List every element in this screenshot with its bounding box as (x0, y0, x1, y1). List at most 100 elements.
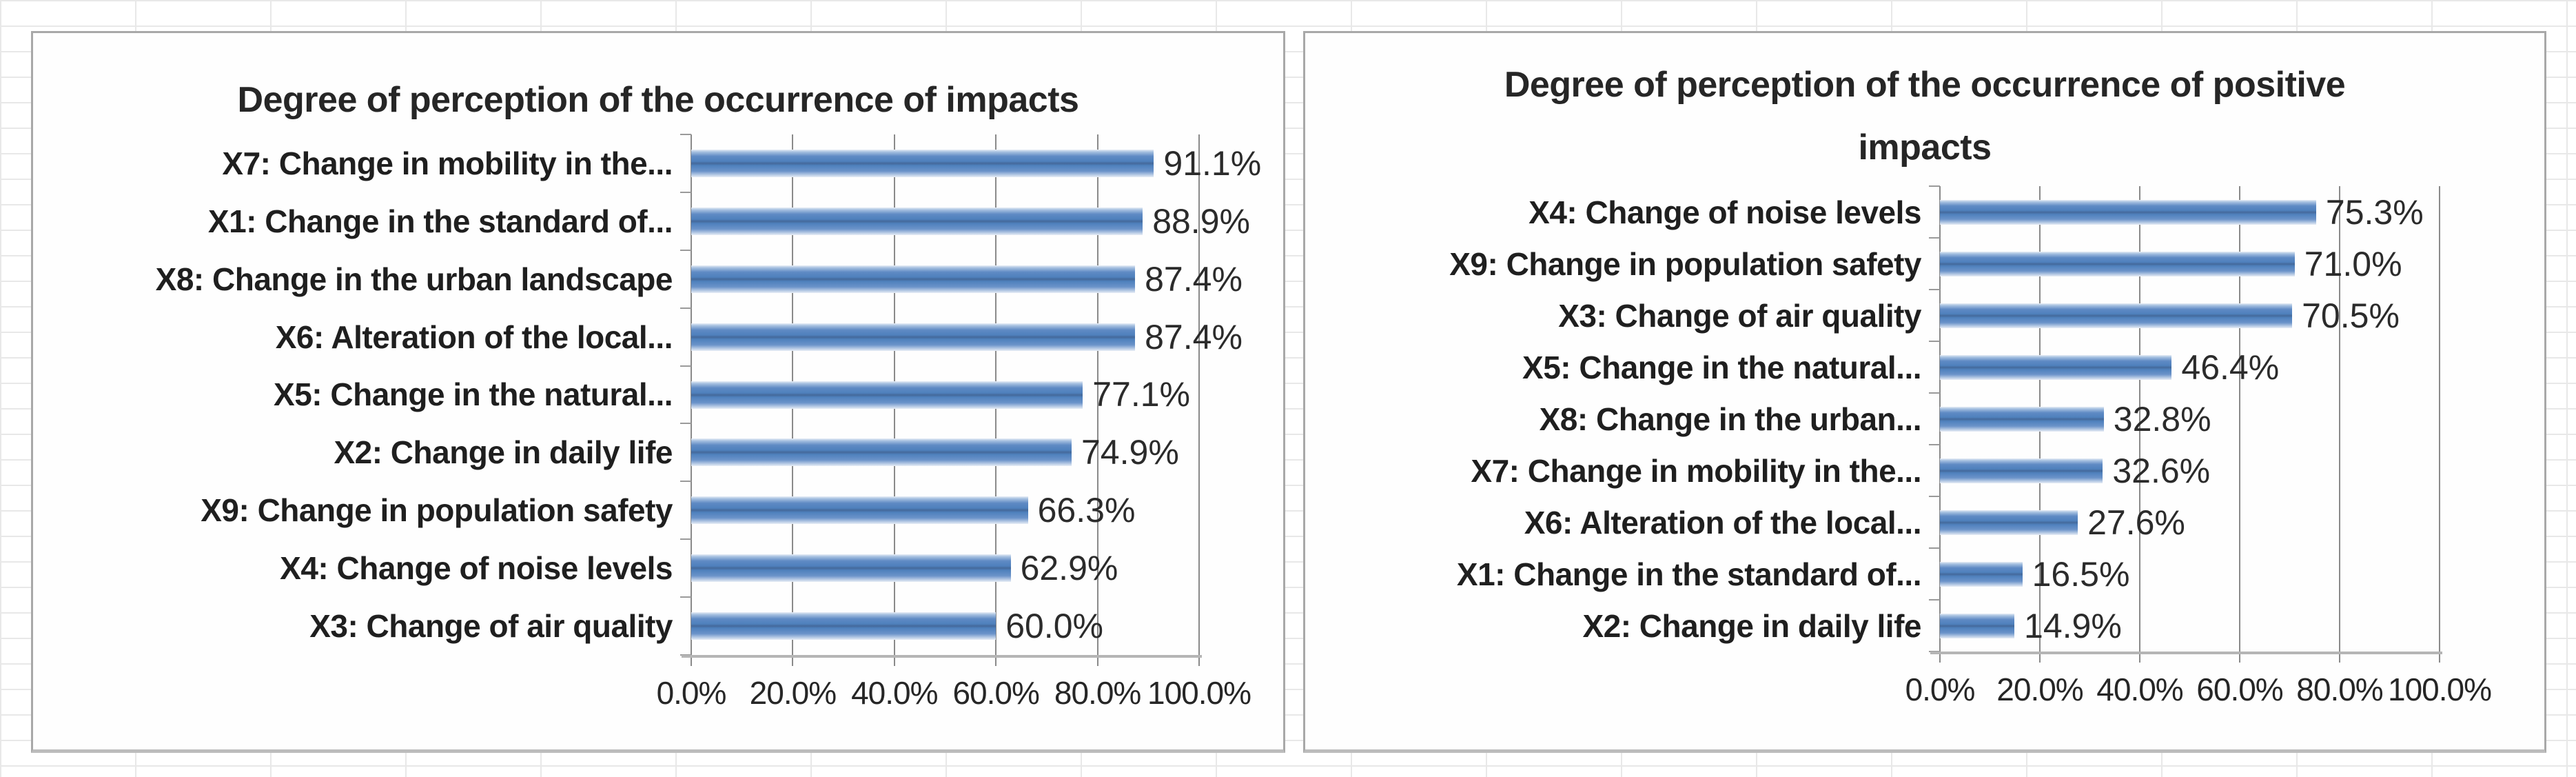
plot-area: 75.3% 71.0% 70.5% 46.4% 32.8% 32.6% 27.6% 16.5%… (1929, 185, 2440, 663)
chart-panel-positive-impacts[interactable]: Degree of perception of the occurrence o… (1303, 31, 2546, 753)
value-label: 87.4% (1145, 317, 1243, 356)
category-label: X7: Change in mobility in the... (222, 145, 673, 181)
category-label: X5: Change in the natural... (1522, 349, 1921, 385)
x-tick-label: 20.0% (749, 675, 837, 711)
bar (691, 323, 1136, 351)
plot-area: 91.1% 88.9% 87.4% 87.4% 77.1% 74.9% 66.3% 62.9%… (680, 134, 1261, 666)
category-label: X9: Change in population safety (201, 492, 673, 529)
value-label: 75.3% (2325, 192, 2424, 232)
value-label: 14.9% (2024, 606, 2122, 645)
bar (1940, 303, 2293, 328)
x-axis-labels: 0.0% 20.0% 40.0% 60.0% 80.0% 100.0% (1905, 671, 2492, 712)
category-label: X4: Change of noise levels (280, 550, 673, 587)
bar (1940, 613, 2015, 638)
category-tick (1929, 289, 1940, 290)
category-label: X6: Alteration of the local... (1524, 504, 1922, 541)
gridline (2139, 186, 2140, 663)
bar (1940, 251, 2295, 276)
category-tick (680, 423, 691, 425)
value-label: 91.1% (1163, 143, 1262, 183)
gridline (2439, 186, 2440, 663)
category-tick (680, 365, 691, 367)
bar (691, 381, 1083, 409)
bar (691, 149, 1154, 177)
x-tick-label: 60.0% (952, 675, 1039, 711)
bar (691, 554, 1011, 583)
category-tick (1929, 547, 1940, 549)
x-tick-label: 60.0% (2196, 672, 2283, 707)
category-tick (680, 134, 691, 135)
category-label: X5: Change in the natural... (274, 376, 673, 413)
category-label: X6: Alteration of the local... (275, 319, 673, 355)
category-tick (680, 191, 691, 193)
chart-panel-impacts[interactable]: Degree of perception of the occurrence o… (31, 31, 1285, 753)
x-tick-label: 20.0% (1996, 672, 2083, 707)
bar (1940, 509, 2078, 535)
category-label: X9: Change in population safety (1449, 245, 1921, 282)
value-label: 70.5% (2302, 296, 2400, 335)
x-tick-label: 40.0% (2096, 672, 2183, 707)
value-label: 46.4% (2181, 347, 2280, 387)
bar (1940, 458, 2103, 483)
gridline (1198, 134, 1200, 666)
category-label: X7: Change in mobility in the... (1471, 452, 1921, 489)
value-label: 71.0% (2304, 244, 2402, 283)
bar (691, 496, 1028, 525)
value-label: 74.9% (1081, 433, 1179, 472)
x-tick-label: 80.0% (2296, 672, 2383, 707)
x-tick-label: 0.0% (656, 675, 727, 711)
x-axis-labels: 0.0% 20.0% 40.0% 60.0% 80.0% 100.0% (657, 674, 1251, 716)
gridline (1096, 134, 1098, 666)
category-tick (1929, 392, 1940, 394)
category-label: X2: Change in daily life (1582, 607, 1921, 644)
category-tick (680, 249, 691, 251)
category-label: X4: Change of noise levels (1529, 194, 1921, 230)
bar (1940, 406, 2104, 432)
x-tick-label: 100.0% (2387, 672, 2492, 707)
chart-title: Degree of perception of the occurrence o… (237, 80, 1079, 120)
category-label: X8: Change in the urban... (1539, 401, 1922, 437)
category-tick (680, 307, 691, 309)
gridline (2239, 186, 2240, 663)
category-tick (680, 538, 691, 541)
category-label: X3: Change of air quality (309, 608, 673, 645)
value-label: 27.6% (2087, 503, 2185, 542)
value-label: 77.1% (1092, 375, 1190, 414)
category-tick (1929, 444, 1940, 445)
bar (1940, 354, 2172, 380)
category-tick (680, 596, 691, 598)
category-tick (1929, 237, 1940, 239)
category-tick (1929, 496, 1940, 497)
bar (691, 265, 1136, 293)
category-label: X3: Change of air quality (1558, 297, 1921, 334)
bar (691, 612, 996, 640)
category-tick (680, 481, 691, 483)
value-label: 88.9% (1152, 201, 1250, 241)
category-label: X1: Change in the standard of... (207, 203, 673, 239)
value-label: 32.8% (2113, 399, 2211, 438)
value-label: 32.6% (2112, 451, 2211, 490)
bar (691, 438, 1072, 467)
value-label: 62.9% (1020, 549, 1118, 588)
value-label: 87.4% (1145, 259, 1243, 299)
category-axis: X4: Change of noise levels X9: Change in … (1305, 186, 1921, 652)
x-tick-label: 100.0% (1147, 675, 1251, 711)
chart-title: Degree of perception of the occurrence o… (1504, 65, 2346, 168)
x-tick-label: 40.0% (851, 675, 938, 711)
category-tick (1929, 185, 1940, 187)
bar (1940, 561, 2023, 587)
category-tick (1929, 341, 1940, 342)
x-axis-line (1930, 652, 2442, 654)
category-tick (1929, 599, 1940, 601)
x-axis-line (682, 655, 1202, 658)
value-label: 66.3% (1037, 491, 1136, 530)
bar (691, 207, 1143, 235)
gridline (2339, 186, 2340, 663)
category-label: X2: Change in daily life (334, 434, 673, 471)
category-axis: X7: Change in mobility in the... X1: Chan… (33, 134, 673, 655)
value-label: 60.0% (1005, 607, 1103, 646)
x-tick-label: 80.0% (1054, 675, 1141, 711)
category-label: X8: Change in the urban landscape (155, 261, 673, 297)
x-tick-label: 0.0% (1905, 672, 1976, 707)
bar (1940, 199, 2316, 225)
